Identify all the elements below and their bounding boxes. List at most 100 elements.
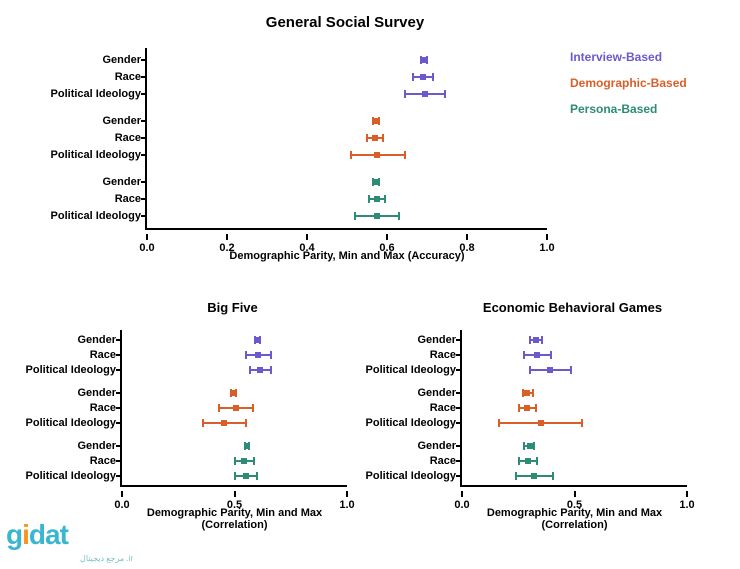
range-cap: [404, 90, 406, 98]
ytick-label: Political Ideology: [51, 88, 147, 100]
legend: Interview-Based Demographic-Based Person…: [570, 50, 687, 128]
point-marker: [524, 390, 530, 396]
range-cap: [426, 56, 428, 64]
point-marker: [244, 443, 250, 449]
point-marker: [243, 473, 249, 479]
range-cap: [444, 90, 446, 98]
ytick-label: Political Ideology: [51, 149, 147, 161]
range-cap: [366, 134, 368, 142]
ytick-label: Gender: [417, 387, 462, 399]
ytick-label: Gender: [102, 54, 147, 66]
point-marker: [527, 443, 533, 449]
legend-label: Interview-Based: [570, 50, 662, 64]
range-cap: [532, 389, 534, 397]
gss-plot: 0.00.20.40.60.81.0Demographic Parity, Mi…: [145, 48, 547, 230]
range-cap: [541, 336, 543, 344]
range-cap: [234, 472, 236, 480]
ytick-label: Gender: [417, 440, 462, 452]
range-cap: [270, 351, 272, 359]
legend-item-interview: Interview-Based: [570, 50, 687, 64]
range-cap: [234, 457, 236, 465]
ytick-label: Race: [430, 455, 462, 467]
range-cap: [432, 73, 434, 81]
range-cap: [515, 472, 517, 480]
bigfive-title: Big Five: [120, 300, 345, 315]
point-marker: [257, 367, 263, 373]
point-marker: [525, 458, 531, 464]
range-cap: [354, 212, 356, 220]
point-marker: [230, 390, 236, 396]
range-cap: [253, 457, 255, 465]
range-cap: [256, 472, 258, 480]
econ-title: Economic Behavioral Games: [460, 300, 685, 315]
ytick-label: Political Ideology: [51, 210, 147, 222]
range-cap: [536, 457, 538, 465]
econ-plot: 0.00.51.0Demographic Parity, Min and Max…: [460, 330, 687, 487]
ytick-label: Political Ideology: [26, 364, 122, 376]
range-cap: [535, 404, 537, 412]
point-marker: [255, 352, 261, 358]
point-marker: [422, 91, 428, 97]
point-marker: [233, 405, 239, 411]
range-cap: [404, 151, 406, 159]
point-marker: [533, 337, 539, 343]
range-cap: [382, 134, 384, 142]
range-cap: [245, 419, 247, 427]
gss-title: General Social Survey: [145, 14, 545, 31]
point-marker: [420, 57, 426, 63]
range-cap: [378, 117, 380, 125]
point-marker: [372, 135, 378, 141]
point-marker: [254, 337, 260, 343]
range-cap: [218, 404, 220, 412]
ytick-label: Gender: [417, 334, 462, 346]
point-marker: [538, 420, 544, 426]
point-marker: [547, 367, 553, 373]
range-cap: [398, 212, 400, 220]
ytick-label: Political Ideology: [366, 364, 462, 376]
range-cap: [412, 73, 414, 81]
range-cap: [245, 351, 247, 359]
range-cap: [518, 457, 520, 465]
range-cap: [529, 366, 531, 374]
ytick-label: Gender: [77, 440, 122, 452]
range-cap: [384, 195, 386, 203]
point-marker: [534, 352, 540, 358]
point-marker: [374, 213, 380, 219]
range-cap: [581, 419, 583, 427]
range-cap: [523, 351, 525, 359]
ytick-label: Political Ideology: [366, 470, 462, 482]
legend-item-demographic: Demographic-Based: [570, 76, 687, 90]
point-marker: [221, 420, 227, 426]
ytick-label: Race: [115, 132, 147, 144]
point-marker: [372, 118, 378, 124]
ytick-label: Race: [115, 71, 147, 83]
econ-xlabel: Demographic Parity, Min and Max (Correla…: [462, 507, 687, 531]
range-cap: [249, 366, 251, 374]
ytick-label: Political Ideology: [26, 470, 122, 482]
range-cap: [529, 336, 531, 344]
ytick-label: Race: [90, 349, 122, 361]
range-cap: [523, 442, 525, 450]
range-cap: [518, 404, 520, 412]
bigfive-xlabel: Demographic Parity, Min and Max (Correla…: [122, 507, 347, 531]
point-marker: [372, 179, 378, 185]
gss-xlabel: Demographic Parity, Min and Max (Accurac…: [147, 250, 547, 262]
point-marker: [374, 152, 380, 158]
range-cap: [350, 151, 352, 159]
ytick-label: Race: [90, 402, 122, 414]
range-cap: [533, 442, 535, 450]
point-marker: [420, 74, 426, 80]
ytick-label: Gender: [102, 115, 147, 127]
range-cap: [550, 351, 552, 359]
range-cap: [552, 472, 554, 480]
legend-item-persona: Persona-Based: [570, 102, 687, 116]
watermark-sub: مرجع دیجیتال .ir: [80, 554, 133, 563]
range-cap: [270, 366, 272, 374]
ytick-label: Race: [430, 402, 462, 414]
legend-label: Demographic-Based: [570, 76, 687, 90]
range-cap: [498, 419, 500, 427]
legend-label: Persona-Based: [570, 102, 657, 116]
ytick-label: Political Ideology: [26, 417, 122, 429]
bigfive-plot: 0.00.51.0Demographic Parity, Min and Max…: [120, 330, 347, 487]
range-cap: [202, 419, 204, 427]
